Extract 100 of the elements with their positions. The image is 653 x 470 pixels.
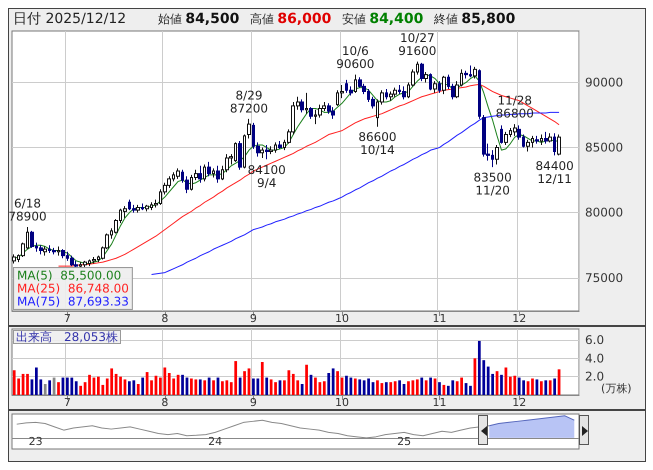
bar xyxy=(212,380,215,395)
bar xyxy=(203,380,206,395)
bar xyxy=(513,376,516,395)
x-tick-label: 10 xyxy=(335,396,350,409)
bar xyxy=(474,358,476,395)
text: 安値 84,400 xyxy=(342,11,424,27)
candlestick xyxy=(61,248,65,259)
candlestick xyxy=(305,92,308,114)
bar xyxy=(518,378,521,395)
candlestick xyxy=(207,161,211,177)
annotation: 10/27 91600 xyxy=(398,31,436,58)
x-tick-label: 11 xyxy=(432,396,446,409)
x-tick-label: 7 xyxy=(64,312,71,325)
candlestick xyxy=(243,134,246,169)
bar xyxy=(384,382,388,395)
candlestick xyxy=(212,168,215,178)
bar xyxy=(310,374,312,395)
candlestick xyxy=(442,75,446,95)
x-tick-label: 9 xyxy=(250,312,257,325)
y-axis-title: (万株) xyxy=(601,382,632,395)
bar xyxy=(424,380,428,395)
bar xyxy=(57,382,60,395)
x-tick-label: 9 xyxy=(250,396,257,409)
bar xyxy=(292,374,295,395)
candlestick xyxy=(309,106,313,120)
bar xyxy=(252,378,255,395)
candlestick xyxy=(553,132,556,156)
bar xyxy=(332,368,335,395)
bar xyxy=(132,380,136,395)
bar xyxy=(176,374,180,395)
text: 始値 84,500 xyxy=(158,11,240,27)
bar xyxy=(496,371,498,395)
y-tick-label: 2.0 xyxy=(585,370,604,384)
bar xyxy=(238,378,242,395)
bar xyxy=(544,380,548,395)
candlestick xyxy=(216,165,220,184)
candlestick xyxy=(176,168,180,180)
candlestick xyxy=(535,135,539,144)
bar xyxy=(256,378,260,395)
bar xyxy=(358,379,362,395)
bar xyxy=(389,382,392,395)
x-tick-label: 23 xyxy=(28,435,43,448)
candlestick xyxy=(526,139,530,152)
candlestick xyxy=(402,86,406,100)
bar xyxy=(48,380,52,395)
candlestick xyxy=(278,140,282,150)
candlestick xyxy=(83,260,87,268)
candlestick xyxy=(389,91,393,102)
bar xyxy=(354,378,357,395)
candlestick xyxy=(424,72,428,83)
x-tick-label: 8 xyxy=(161,312,168,325)
bar xyxy=(460,378,463,395)
text: 終値 85,800 xyxy=(433,11,516,27)
x-tick-label: 7 xyxy=(64,396,71,409)
text: MA(5) 85,500.00 xyxy=(17,268,122,282)
candlestick xyxy=(39,244,43,255)
candlestick xyxy=(141,203,144,211)
candlestick xyxy=(145,204,149,212)
bar xyxy=(278,380,282,395)
candlestick xyxy=(247,118,251,139)
x-tick-label: 10 xyxy=(335,312,350,325)
bar xyxy=(198,379,202,395)
bar xyxy=(221,381,224,395)
candlestick xyxy=(478,68,481,120)
candlestick xyxy=(557,134,561,156)
candlestick xyxy=(500,124,503,144)
annotation: 86600 10/14 xyxy=(358,130,397,158)
candlestick xyxy=(198,165,202,184)
candlestick xyxy=(393,87,397,98)
bar xyxy=(305,364,308,395)
y-tick-label: 90000 xyxy=(585,75,624,90)
x-tick-label: 8 xyxy=(161,396,168,409)
candlestick xyxy=(482,114,486,158)
text: 高値 86,000 xyxy=(250,11,332,27)
candlestick xyxy=(300,98,304,113)
candlestick xyxy=(136,204,140,214)
text: MA(75) 87,693.33 xyxy=(17,294,129,308)
candlestick xyxy=(540,134,543,146)
bar xyxy=(327,373,330,395)
bar xyxy=(451,380,454,395)
bar xyxy=(230,382,233,395)
candlestick xyxy=(495,144,499,165)
bar xyxy=(12,370,16,395)
bar xyxy=(260,362,264,395)
text: MA(25) 86,748.00 xyxy=(17,282,129,296)
bar xyxy=(434,378,436,395)
bar xyxy=(500,374,503,395)
bar xyxy=(416,379,419,395)
bar xyxy=(234,361,238,395)
bar xyxy=(420,378,424,395)
annotation: 8/29 87200 xyxy=(230,88,268,116)
bar xyxy=(168,373,171,395)
bar xyxy=(478,340,481,395)
bar xyxy=(553,378,556,395)
bar xyxy=(296,380,300,395)
bar xyxy=(314,378,317,395)
candlestick xyxy=(260,147,264,158)
bar xyxy=(106,378,109,395)
bar xyxy=(208,378,210,395)
bar xyxy=(172,378,176,395)
